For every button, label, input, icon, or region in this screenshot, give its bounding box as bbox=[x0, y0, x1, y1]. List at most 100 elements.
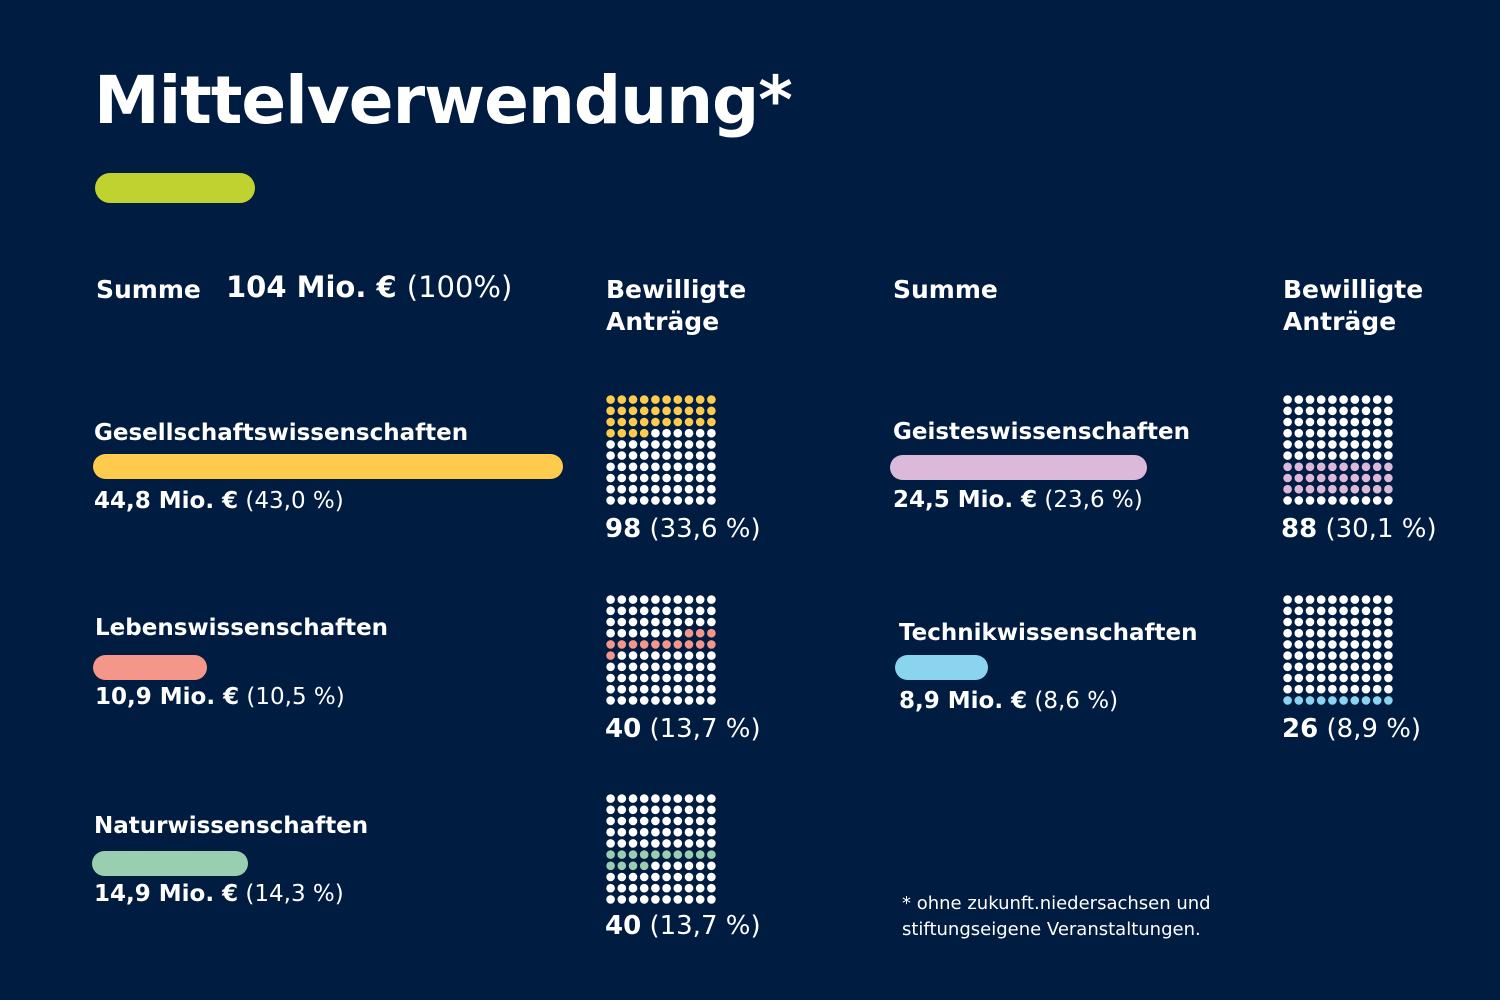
dot-empty bbox=[1384, 651, 1393, 660]
dot-empty bbox=[1361, 640, 1371, 649]
dot-empty bbox=[695, 462, 705, 472]
dot-empty bbox=[662, 816, 671, 826]
dot-empty bbox=[673, 839, 683, 848]
dot-empty bbox=[673, 696, 683, 705]
dot-filled bbox=[1372, 484, 1382, 494]
dot-empty bbox=[1339, 406, 1348, 416]
dot-empty bbox=[1305, 595, 1315, 604]
dot-empty bbox=[684, 684, 694, 694]
amount-pct: (43,0 %) bbox=[245, 488, 344, 514]
dot-empty bbox=[1350, 628, 1360, 638]
amount-bar bbox=[890, 455, 1147, 480]
dot-empty bbox=[1339, 684, 1348, 694]
dot-filled bbox=[1283, 473, 1292, 483]
dot-empty bbox=[628, 673, 638, 683]
dot-filled bbox=[606, 861, 615, 871]
dot-empty bbox=[1305, 673, 1315, 683]
dot-empty bbox=[707, 662, 716, 672]
dot-empty bbox=[1283, 617, 1292, 627]
dot-filled bbox=[617, 417, 627, 427]
dot-empty bbox=[1361, 662, 1371, 672]
dot-filled bbox=[707, 850, 716, 859]
dot-empty bbox=[707, 651, 716, 660]
dot-empty bbox=[639, 872, 649, 882]
dot-empty bbox=[695, 606, 705, 616]
dot-empty bbox=[1328, 395, 1337, 404]
dot-empty bbox=[606, 794, 615, 803]
dot-empty bbox=[695, 805, 705, 815]
dot-empty bbox=[662, 628, 671, 638]
dot-filled bbox=[684, 628, 694, 638]
dot-filled bbox=[1361, 462, 1371, 472]
dot-filled bbox=[684, 417, 694, 427]
dot-filled bbox=[1316, 473, 1326, 483]
dot-filled bbox=[1305, 473, 1315, 483]
dot-empty bbox=[695, 662, 705, 672]
dot-filled bbox=[639, 861, 649, 871]
dot-empty bbox=[617, 484, 627, 494]
dot-filled bbox=[1328, 462, 1337, 472]
dot-empty bbox=[662, 651, 671, 660]
dot-empty bbox=[1294, 628, 1304, 638]
dot-empty bbox=[1305, 628, 1315, 638]
dot-empty bbox=[662, 696, 671, 705]
amount-pct: (10,5 %) bbox=[246, 684, 345, 710]
dot-empty bbox=[617, 673, 627, 683]
dot-filled bbox=[1372, 462, 1382, 472]
dot-empty bbox=[695, 651, 705, 660]
dot-empty bbox=[1339, 451, 1348, 460]
dot-empty bbox=[673, 651, 683, 660]
dot-empty bbox=[684, 473, 694, 483]
dot-empty bbox=[673, 496, 683, 505]
dot-empty bbox=[1328, 673, 1337, 683]
dot-empty bbox=[617, 440, 627, 449]
amount-pct: (8,6 %) bbox=[1034, 688, 1119, 714]
amount-bar bbox=[895, 655, 988, 680]
dot-filled bbox=[684, 406, 694, 416]
dot-empty bbox=[651, 839, 660, 848]
dot-empty bbox=[684, 462, 694, 472]
dot-empty bbox=[1294, 617, 1304, 627]
dot-empty bbox=[1316, 640, 1326, 649]
dot-filled bbox=[651, 417, 660, 427]
dot-filled bbox=[662, 395, 671, 404]
dot-empty bbox=[628, 440, 638, 449]
dot-empty bbox=[707, 872, 716, 882]
count-label: 26 (8,9 %) bbox=[1282, 714, 1421, 744]
dot-empty bbox=[617, 462, 627, 472]
count-pct: (30,1 %) bbox=[1325, 514, 1437, 544]
dot-empty bbox=[651, 462, 660, 472]
dot-empty bbox=[1372, 651, 1382, 660]
dot-empty bbox=[639, 662, 649, 672]
dot-empty bbox=[1339, 628, 1348, 638]
dot-empty bbox=[628, 496, 638, 505]
dot-empty bbox=[684, 883, 694, 893]
dot-empty bbox=[1384, 684, 1393, 694]
dot-empty bbox=[673, 462, 683, 472]
dot-empty bbox=[639, 827, 649, 837]
dot-empty bbox=[1328, 595, 1337, 604]
dot-filled bbox=[651, 640, 660, 649]
dot-filled bbox=[673, 417, 683, 427]
dot-empty bbox=[651, 827, 660, 837]
dot-empty bbox=[1294, 640, 1304, 649]
dot-empty bbox=[1316, 606, 1326, 616]
dot-empty bbox=[1305, 640, 1315, 649]
dot-empty bbox=[651, 595, 660, 604]
dot-filled bbox=[1316, 696, 1326, 705]
dot-filled bbox=[651, 406, 660, 416]
dot-empty bbox=[1361, 651, 1371, 660]
amount-value: 14,9 Mio. € bbox=[94, 881, 239, 907]
dot-filled bbox=[1339, 484, 1348, 494]
dot-empty bbox=[1283, 628, 1292, 638]
dot-empty bbox=[639, 496, 649, 505]
total-pct: (100%) bbox=[406, 270, 513, 304]
dot-empty bbox=[662, 595, 671, 604]
dot-empty bbox=[606, 805, 615, 815]
dot-empty bbox=[673, 816, 683, 826]
dot-empty bbox=[651, 684, 660, 694]
category-label: Gesellschaftswissenschaften bbox=[94, 420, 469, 446]
dot-filled bbox=[1294, 462, 1304, 472]
dot-empty bbox=[1384, 673, 1393, 683]
dot-empty bbox=[1350, 662, 1360, 672]
